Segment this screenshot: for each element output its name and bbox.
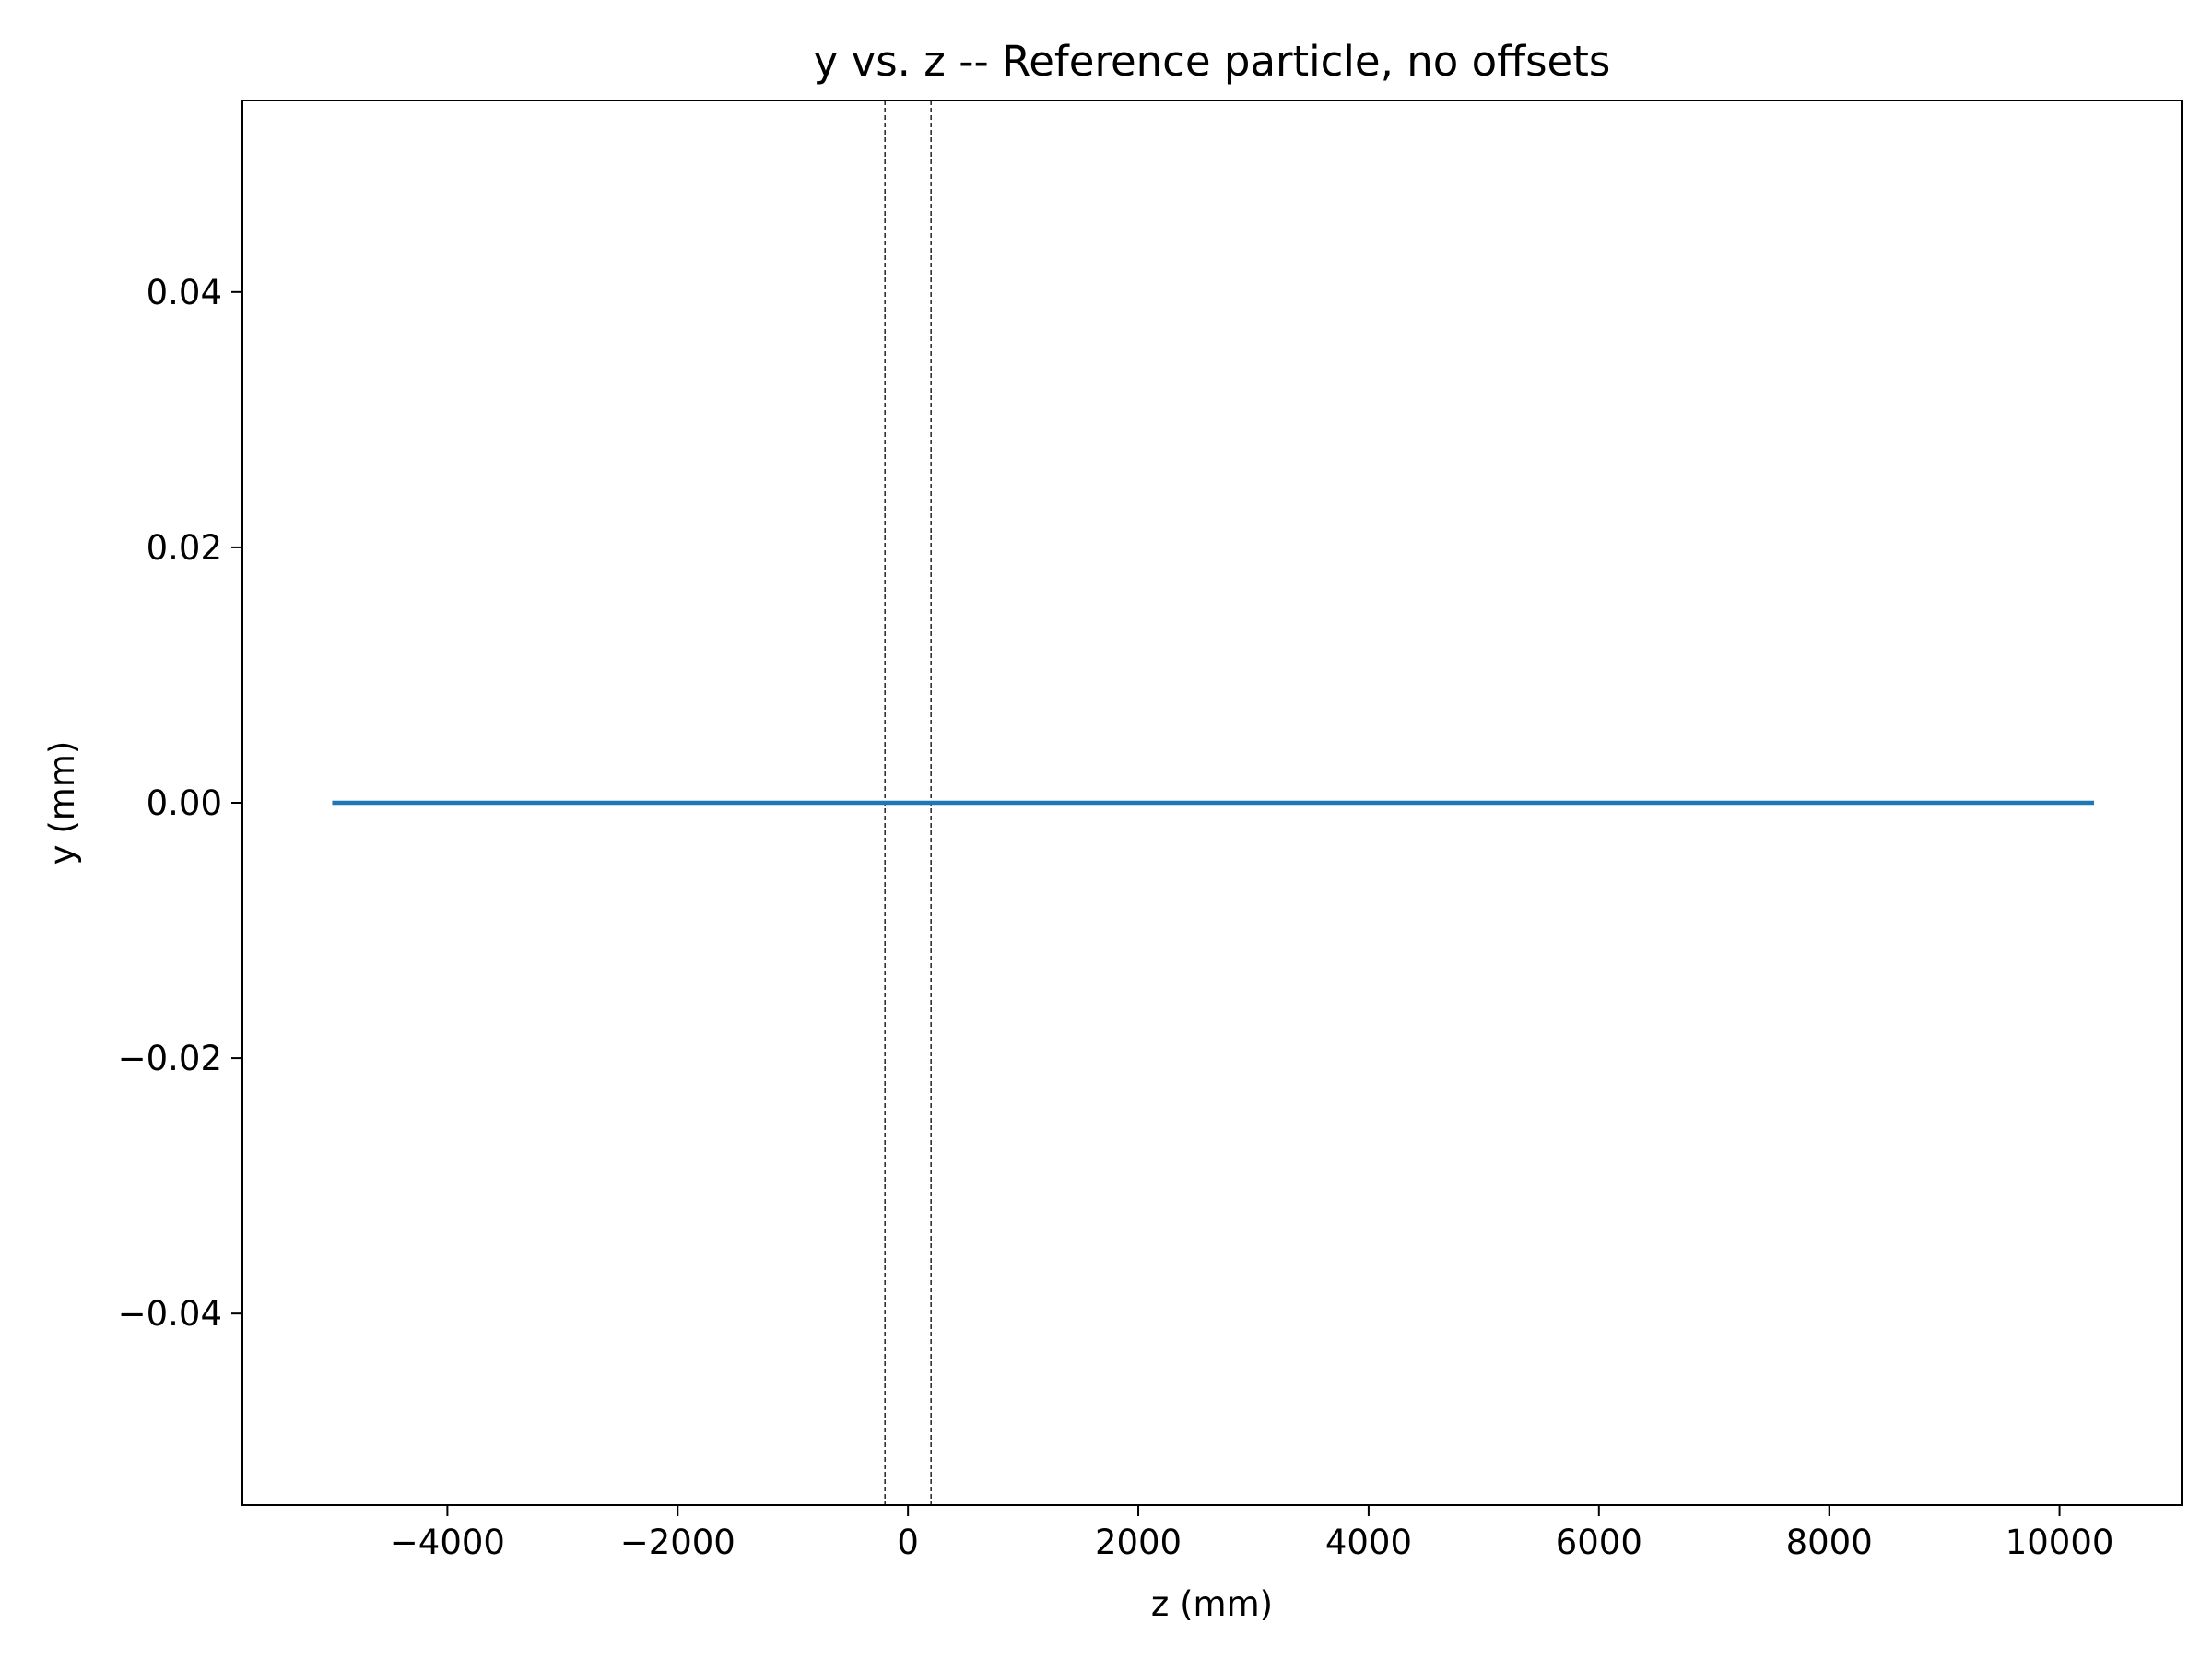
y-axis: 0.04 0.02 0.00 −0.02 −0.04 — [118, 273, 242, 1334]
y-tick-label: −0.02 — [118, 1039, 222, 1078]
y-tick-label: −0.04 — [118, 1294, 222, 1334]
x-tick-label: −2000 — [620, 1523, 735, 1562]
x-tick-label: 2000 — [1095, 1523, 1182, 1562]
y-tick-label: 0.04 — [147, 273, 222, 312]
x-axis-label: z (mm) — [1151, 1584, 1273, 1624]
plot-marks — [332, 100, 2095, 1505]
x-tick-label: 6000 — [1556, 1523, 1642, 1562]
x-tick-label: 10000 — [2006, 1523, 2114, 1562]
x-tick-label: 4000 — [1325, 1523, 1412, 1562]
y-tick-label: 0.02 — [147, 528, 222, 568]
chart-title: y vs. z -- Reference particle, no offset… — [814, 37, 1611, 86]
x-tick-label: 8000 — [1786, 1523, 1873, 1562]
y-tick-label: 0.00 — [147, 783, 222, 823]
x-axis: −4000 −2000 0 2000 4000 6000 8000 10000 — [390, 1505, 2114, 1562]
x-tick-label: 0 — [897, 1523, 919, 1562]
x-tick-label: −4000 — [390, 1523, 505, 1562]
y-axis-label: y (mm) — [42, 741, 82, 865]
